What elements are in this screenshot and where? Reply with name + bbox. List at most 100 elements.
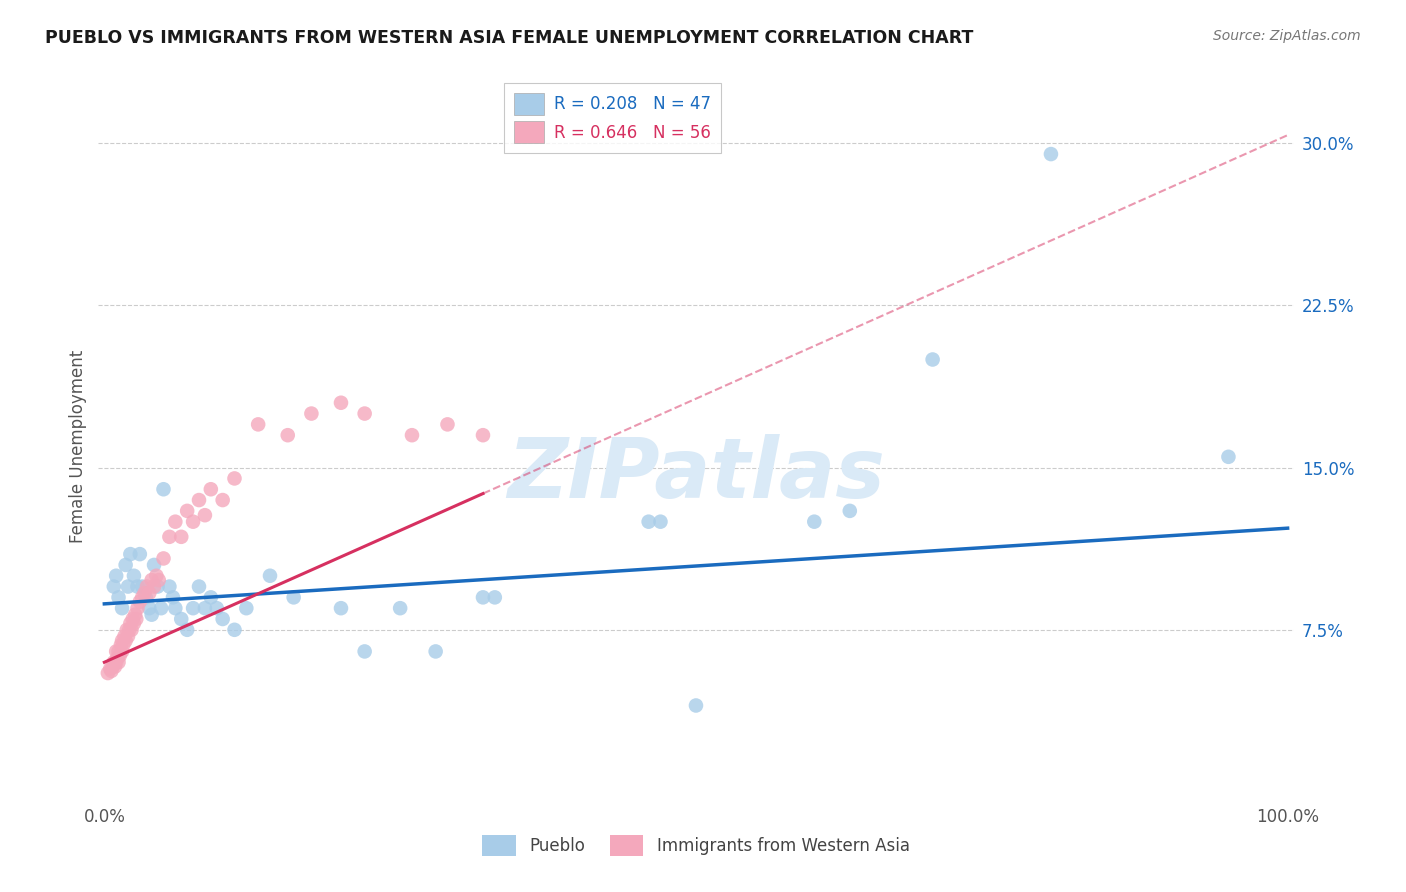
Point <box>176 623 198 637</box>
Point <box>157 530 180 544</box>
Point <box>136 580 159 594</box>
Point <box>105 655 128 669</box>
Point <box>353 644 375 658</box>
Point <box>118 623 141 637</box>
Point <box>120 616 142 631</box>
Point <box>97 666 120 681</box>
Point <box>115 623 138 637</box>
Point <box>138 586 160 600</box>
Point <box>425 644 447 658</box>
Point <box>141 573 163 587</box>
Point <box>165 515 187 529</box>
Point <box>121 612 143 626</box>
Point <box>112 638 135 652</box>
Point <box>143 558 166 572</box>
Point <box>122 568 145 582</box>
Point <box>131 580 153 594</box>
Point <box>181 515 204 529</box>
Point <box>111 601 134 615</box>
Point <box>283 591 305 605</box>
Point <box>150 601 173 615</box>
Point <box>127 601 149 615</box>
Point <box>111 644 134 658</box>
Point <box>181 601 204 615</box>
Point <box>188 493 211 508</box>
Point <box>205 601 228 615</box>
Point <box>98 662 121 676</box>
Point <box>134 586 156 600</box>
Point <box>117 580 139 594</box>
Point <box>838 504 860 518</box>
Point <box>211 493 233 508</box>
Point <box>114 633 136 648</box>
Point <box>472 428 495 442</box>
Point <box>145 568 167 582</box>
Point <box>1039 147 1062 161</box>
Point <box>107 644 129 658</box>
Point <box>143 580 166 594</box>
Point <box>200 591 222 605</box>
Point <box>120 547 142 561</box>
Point <box>152 482 174 496</box>
Legend: Pueblo, Immigrants from Western Asia: Pueblo, Immigrants from Western Asia <box>475 829 917 863</box>
Point <box>247 417 270 432</box>
Point <box>401 428 423 442</box>
Point <box>141 607 163 622</box>
Text: PUEBLO VS IMMIGRANTS FROM WESTERN ASIA FEMALE UNEMPLOYMENT CORRELATION CHART: PUEBLO VS IMMIGRANTS FROM WESTERN ASIA F… <box>45 29 973 46</box>
Point <box>235 601 257 615</box>
Point <box>484 591 506 605</box>
Point <box>803 515 825 529</box>
Point <box>353 407 375 421</box>
Point <box>105 651 128 665</box>
Point <box>105 644 128 658</box>
Point <box>131 591 153 605</box>
Point <box>299 407 322 421</box>
Text: Source: ZipAtlas.com: Source: ZipAtlas.com <box>1213 29 1361 43</box>
Text: ZIPatlas: ZIPatlas <box>508 434 884 515</box>
Point <box>121 623 143 637</box>
Point <box>224 471 246 485</box>
Point <box>194 601 217 615</box>
Point <box>138 601 160 615</box>
Point <box>128 547 150 561</box>
Point <box>114 629 136 643</box>
Point <box>104 659 127 673</box>
Point <box>921 352 943 367</box>
Point <box>127 580 149 594</box>
Point <box>200 482 222 496</box>
Y-axis label: Female Unemployment: Female Unemployment <box>69 350 87 542</box>
Point <box>176 504 198 518</box>
Point <box>211 612 233 626</box>
Point <box>111 633 134 648</box>
Point <box>125 612 148 626</box>
Point <box>107 655 129 669</box>
Point <box>101 659 124 673</box>
Point <box>1218 450 1240 464</box>
Point <box>152 551 174 566</box>
Point <box>224 623 246 637</box>
Point <box>110 638 132 652</box>
Point <box>117 629 139 643</box>
Point <box>472 591 495 605</box>
Point <box>685 698 707 713</box>
Point <box>103 580 125 594</box>
Point <box>135 591 157 605</box>
Point <box>124 607 146 622</box>
Point <box>165 601 187 615</box>
Point <box>170 530 193 544</box>
Point <box>194 508 217 523</box>
Point <box>128 595 150 609</box>
Point <box>107 591 129 605</box>
Point <box>277 428 299 442</box>
Point <box>122 616 145 631</box>
Point <box>330 396 353 410</box>
Point <box>436 417 458 432</box>
Point <box>330 601 353 615</box>
Point <box>105 568 128 582</box>
Point <box>157 580 180 594</box>
Point <box>259 568 281 582</box>
Point <box>108 648 131 663</box>
Point <box>114 558 136 572</box>
Point <box>148 573 170 587</box>
Point <box>100 664 122 678</box>
